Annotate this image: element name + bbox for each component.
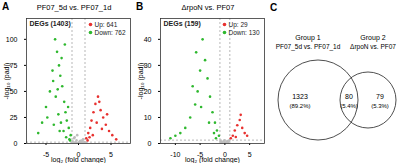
svg-text:5: 5: [248, 151, 252, 158]
svg-text:0: 0: [148, 140, 152, 147]
svg-text:0: 0: [14, 140, 18, 147]
svg-text:C: C: [270, 2, 277, 13]
html-text:PF07_5d vs. PF07_1d: PF07_5d vs. PF07_1d: [36, 3, 112, 12]
svg-text:-10: -10: [170, 151, 180, 158]
svg-text:30: 30: [144, 62, 152, 69]
svg-text:Up: 641: Up: 641: [95, 21, 118, 29]
svg-text:-5: -5: [43, 151, 49, 158]
svg-text:Group 1: Group 1: [295, 34, 320, 42]
svg-text:(89.2%): (89.2%): [289, 103, 310, 109]
svg-text:ΔrpoN vs. PF07: ΔrpoN vs. PF07: [350, 43, 396, 51]
svg-text:Up: 29: Up: 29: [229, 21, 249, 29]
svg-text:Down: 762: Down: 762: [95, 29, 126, 36]
html-text:B: B: [136, 1, 144, 12]
svg-text:1323: 1323: [292, 93, 308, 100]
svg-text:-log₁₀ (padj): -log₁₀ (padj): [137, 63, 145, 100]
svg-text:PF07_5d vs. PF07_1d: PF07_5d vs. PF07_1d: [276, 43, 341, 51]
svg-text:20: 20: [144, 88, 152, 95]
svg-text:100: 100: [6, 36, 18, 43]
svg-text:log₂ (fold change): log₂ (fold change): [51, 156, 106, 163]
svg-text:(5.4%): (5.4%): [340, 103, 358, 109]
svg-text:75: 75: [10, 62, 18, 69]
svg-text:-log₁₀ (padj): -log₁₀ (padj): [3, 63, 11, 100]
svg-text:40: 40: [144, 36, 152, 43]
svg-text:(5.3%): (5.3%): [371, 103, 389, 109]
html-text:A: A: [2, 1, 10, 12]
svg-text:25: 25: [10, 114, 18, 121]
svg-text:10: 10: [144, 114, 152, 121]
svg-text:50: 50: [10, 88, 18, 95]
html-text:ΔrpoN vs. PF07: ΔrpoN vs. PF07: [181, 3, 235, 12]
svg-text:Down: 130: Down: 130: [229, 29, 260, 36]
svg-text:DEGs (159): DEGs (159): [164, 20, 201, 28]
svg-text:DEGs (1403): DEGs (1403): [30, 20, 71, 28]
svg-text:Group 2: Group 2: [360, 34, 385, 42]
svg-text:80: 80: [345, 93, 353, 100]
svg-text:79: 79: [376, 93, 384, 100]
svg-text:5: 5: [109, 151, 113, 158]
svg-text:log₂ (fold change): log₂ (fold change): [185, 156, 240, 163]
